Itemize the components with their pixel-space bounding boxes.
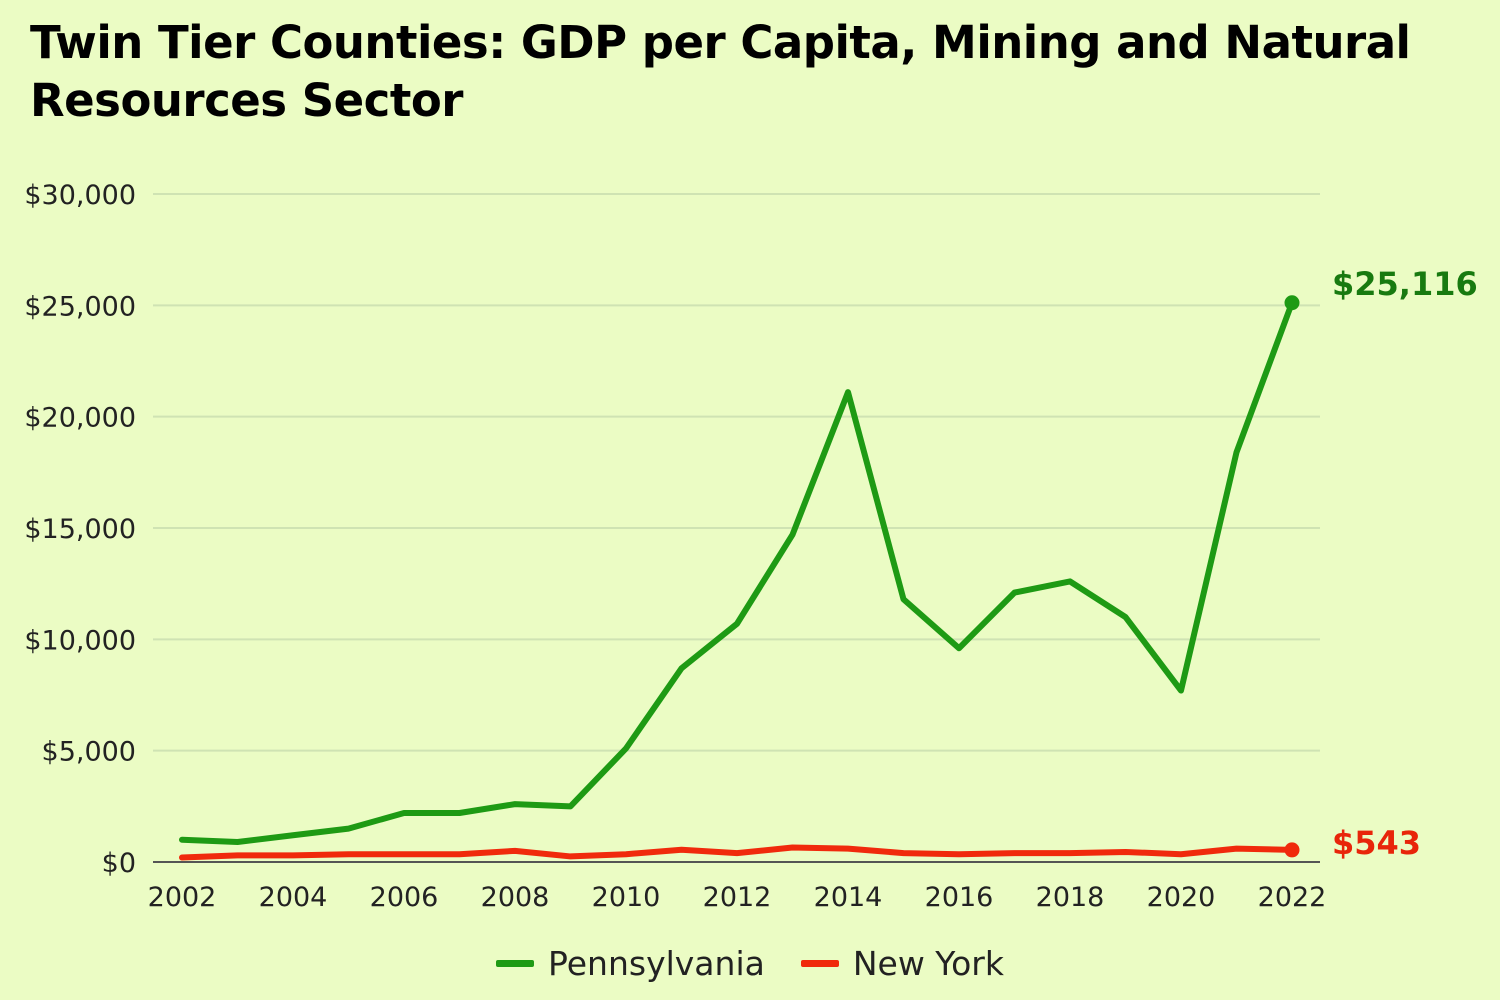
- legend-swatch-new-york: [800, 960, 839, 967]
- legend: Pennsylvania New York: [0, 944, 1500, 983]
- end-label-pennsylvania: $25,116: [1332, 265, 1478, 303]
- end-marker-new-york: [1284, 842, 1300, 858]
- x-tick-label: 2002: [148, 882, 217, 913]
- y-tick-label: $15,000: [24, 514, 136, 545]
- legend-swatch-pennsylvania: [496, 960, 535, 967]
- legend-label-pennsylvania: Pennsylvania: [548, 944, 765, 983]
- x-tick-label: 2022: [1258, 882, 1327, 913]
- y-tick-label: $25,000: [24, 291, 136, 322]
- legend-label-new-york: New York: [852, 944, 1004, 983]
- x-tick-label: 2004: [259, 882, 328, 913]
- y-tick-label: $10,000: [24, 625, 136, 656]
- series-line-new-york: [179, 844, 1295, 861]
- end-label-new-york: $543: [1332, 824, 1421, 862]
- x-tick-label: 2016: [925, 882, 994, 913]
- y-tick-label: $30,000: [24, 180, 136, 211]
- x-tick-label: 2006: [370, 882, 439, 913]
- series-line-pennsylvania: [179, 299, 1295, 845]
- y-tick-label: $5,000: [42, 737, 136, 768]
- x-tick-label: 2008: [481, 882, 550, 913]
- x-tick-label: 2018: [1036, 882, 1105, 913]
- y-tick-label: $20,000: [24, 403, 136, 434]
- x-tick-label: 2014: [814, 882, 883, 913]
- y-tick-label: $0: [102, 848, 136, 879]
- chart-title: Twin Tier Counties: GDP per Capita, Mini…: [30, 16, 1411, 127]
- legend-item-pennsylvania[interactable]: Pennsylvania: [496, 944, 765, 983]
- legend-item-new-york[interactable]: New York: [800, 944, 1004, 983]
- x-tick-label: 2010: [592, 882, 661, 913]
- end-marker-pennsylvania: [1284, 295, 1300, 311]
- x-tick-label: 2012: [703, 882, 772, 913]
- x-tick-label: 2020: [1147, 882, 1216, 913]
